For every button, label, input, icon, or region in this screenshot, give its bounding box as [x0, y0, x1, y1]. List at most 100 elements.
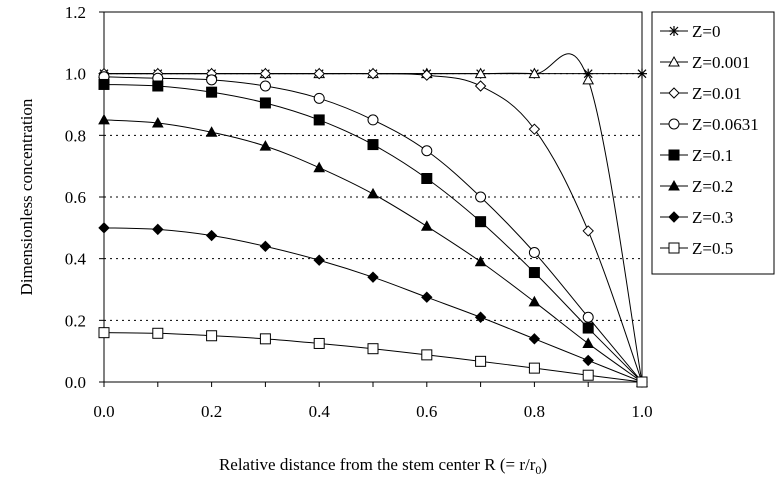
data-point [421, 173, 433, 184]
data-point [528, 247, 540, 258]
series-z-0-1 [98, 78, 648, 388]
legend-item: Z=0.001 [660, 53, 750, 72]
data-point [259, 333, 271, 345]
data-point [205, 229, 218, 242]
data-point [637, 68, 647, 79]
x-axis-title-end: ) [541, 455, 547, 474]
legend-label: Z=0.001 [692, 53, 750, 72]
data-point [475, 191, 487, 203]
legend-label: Z=0.3 [692, 208, 733, 227]
data-point [259, 97, 271, 109]
data-point [205, 126, 218, 137]
data-point [421, 69, 433, 81]
data-point [421, 349, 433, 361]
legend-marker [668, 87, 680, 99]
x-tick-label: 0.2 [201, 402, 222, 421]
legend-item: Z=0.2 [660, 177, 733, 196]
legend-marker [668, 242, 680, 254]
x-tick-label: 1.0 [631, 402, 652, 421]
legend-label: Z=0.2 [692, 177, 733, 196]
series-line [104, 53, 643, 383]
data-point [259, 80, 271, 92]
series-z-0-3 [98, 222, 648, 388]
data-point [582, 337, 595, 348]
data-point [528, 362, 540, 374]
legend-label: Z=0 [692, 22, 720, 41]
data-point [259, 67, 272, 80]
data-point [528, 267, 540, 279]
y-tick-label: 0.0 [65, 373, 86, 392]
data-point [259, 240, 272, 253]
series-line [104, 73, 643, 383]
legend-marker [668, 149, 680, 161]
data-point [367, 271, 379, 283]
legend-item: Z=0.1 [660, 146, 733, 165]
data-point [259, 140, 272, 151]
x-tick-label: 0.4 [309, 402, 331, 421]
data-point [582, 322, 594, 334]
data-point [474, 311, 487, 323]
data-point [582, 369, 594, 381]
legend-item: Z=0.0631 [660, 115, 759, 134]
data-point [98, 222, 110, 234]
data-point [206, 74, 218, 86]
legend-item: Z=0.5 [660, 239, 733, 258]
x-tick-label: 0.6 [416, 402, 437, 421]
series-line [103, 227, 643, 383]
data-point [313, 67, 325, 80]
data-point [152, 327, 164, 339]
data-point [206, 86, 218, 98]
legend-item: Z=0 [660, 22, 720, 41]
data-point [421, 291, 433, 303]
y-tick-label: 1.0 [65, 65, 86, 84]
series-line [103, 83, 643, 383]
series-z-0-0631 [98, 71, 648, 388]
x-axis-title: Relative distance from the stem center R… [219, 455, 547, 477]
data-point [367, 67, 379, 80]
data-point [475, 355, 487, 367]
series-z-0-5 [98, 327, 648, 388]
series-line [103, 332, 643, 383]
x-tick-label: 0.8 [524, 402, 545, 421]
data-point [582, 354, 594, 367]
data-point [582, 225, 594, 237]
x-axis-title-main: Relative distance from the stem center R… [219, 455, 536, 474]
series-group [98, 53, 648, 388]
legend-marker [668, 179, 680, 191]
data-point [528, 333, 541, 345]
data-point [528, 295, 541, 307]
data-point [636, 376, 648, 388]
data-point [367, 139, 379, 151]
data-point [474, 67, 487, 79]
data-point [367, 343, 379, 355]
tick-labels: 0.0 0.2 0.4 0.6 0.8 1.0 1.2 0.0 0.2 0.4 0.6 0.8 1.0 [65, 3, 653, 421]
legend-item: Z=0.3 [660, 208, 733, 227]
data-point [367, 114, 379, 126]
legend-marker [669, 26, 679, 36]
y-tick-label: 0.2 [65, 311, 86, 330]
legend-marker [668, 55, 680, 67]
data-point [421, 145, 433, 157]
data-point [582, 311, 594, 323]
data-point [313, 114, 325, 126]
data-point [474, 255, 487, 267]
series-z-0-001 [98, 53, 648, 387]
data-point [98, 113, 110, 125]
x-tick-label: 0.0 [93, 402, 114, 421]
data-point [98, 78, 110, 90]
data-point [152, 80, 164, 92]
series-line [103, 76, 643, 383]
data-point [582, 73, 595, 85]
series-line [103, 119, 643, 383]
data-point [367, 187, 379, 199]
y-axis-title: Dimensionless concentration [17, 98, 36, 295]
x-axis-title-subscript: 0 [535, 463, 541, 477]
axis-ticks [99, 11, 643, 387]
y-tick-label: 0.8 [65, 126, 86, 145]
data-point [420, 220, 433, 231]
legend-label: Z=0.01 [692, 84, 742, 103]
data-point [152, 223, 164, 236]
y-tick-label: 1.2 [65, 3, 86, 22]
y-tick-label: 0.6 [65, 188, 86, 207]
